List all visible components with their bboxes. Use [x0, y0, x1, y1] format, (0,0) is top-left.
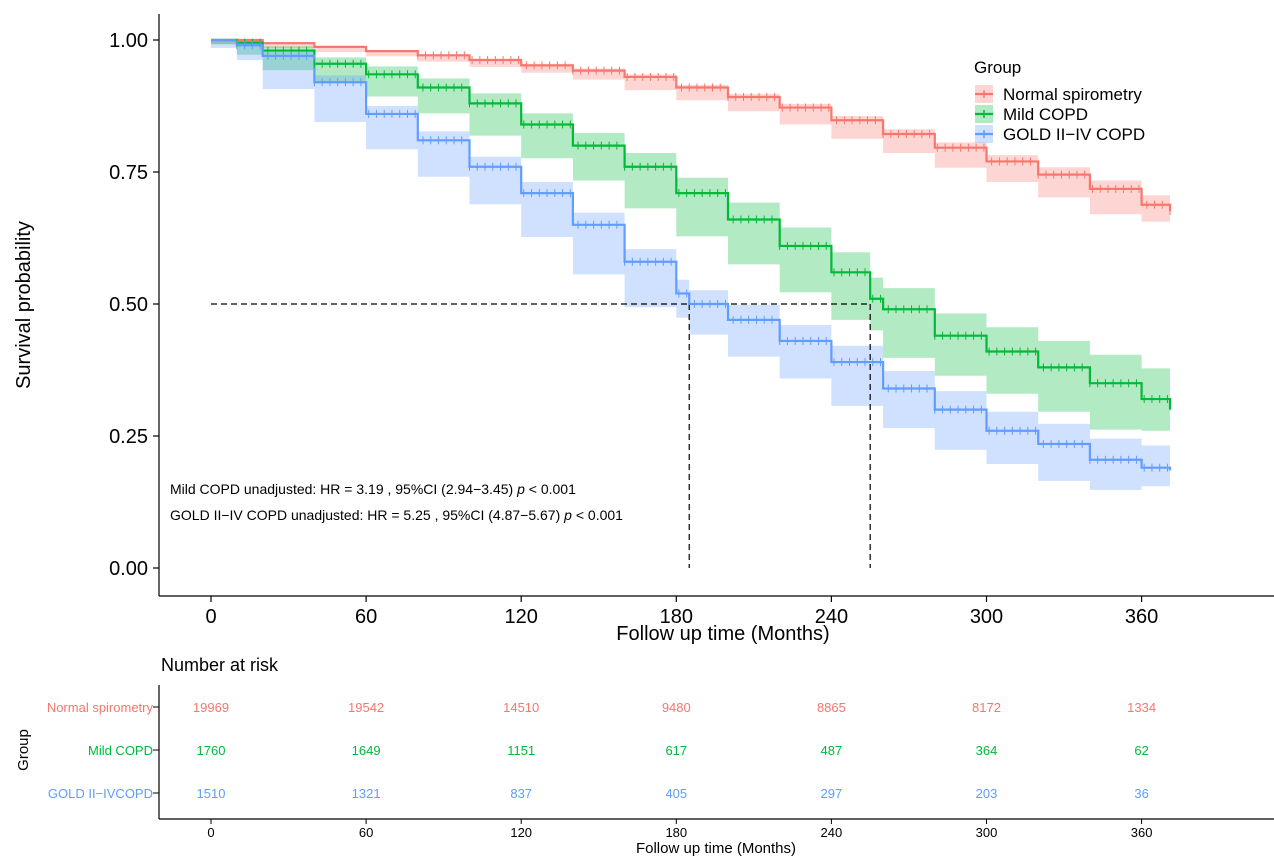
- risk-cell-value: 1334: [1127, 700, 1156, 715]
- gold-copd-survival-curve: [211, 38, 1172, 471]
- x-tick-label: 180: [660, 606, 693, 628]
- risk-cell-value: 297: [821, 786, 843, 801]
- x-axis-title: Follow up time (Months): [616, 623, 829, 645]
- annotation-text: GOLD II−IV COPD unadjusted: HR = 5.25 , …: [170, 507, 564, 523]
- legend-label: Normal spirometry: [1003, 85, 1142, 104]
- normal-spirometry-survival-curve: [211, 38, 1172, 212]
- mild-copd-survival-curve: [211, 38, 1172, 410]
- y-tick-label: 0.00: [109, 558, 148, 580]
- annotation-p-value: < 0.001: [572, 507, 623, 523]
- risk-table-title: Number at risk: [161, 655, 279, 675]
- risk-x-tick-label: 360: [1131, 825, 1153, 840]
- risk-cell-value: 1649: [352, 743, 381, 758]
- main-axes: 0.00 0.25 0.50 0.75 1.00 0 60 120 180 240 300 360: [109, 14, 1274, 628]
- main-plot: 0.00 0.25 0.50 0.75 1.00 0 60 120 180 240 300 360 S…: [13, 14, 1274, 645]
- x-tick-label: 120: [505, 606, 538, 628]
- risk-x-tick-label: 60: [359, 825, 373, 840]
- risk-table: Number at risk Group Follow up time (Mon…: [15, 655, 1274, 857]
- risk-cell-value: 9480: [662, 700, 691, 715]
- hazard-ratio-annotation: GOLD II−IV COPD unadjusted: HR = 5.25 , …: [170, 507, 623, 523]
- survival-curves: [211, 38, 1172, 471]
- annotation-text: Mild COPD unadjusted: HR = 3.19 , 95%CI …: [170, 481, 517, 497]
- annotation-p-symbol: p: [516, 481, 525, 497]
- annotation-p-symbol: p: [563, 507, 572, 523]
- risk-cell-value: 8172: [972, 700, 1001, 715]
- gold-copd-ci-band: [211, 40, 1171, 490]
- gold-copd-censor-ticks: [236, 41, 1168, 472]
- legend-label: GOLD II−IV COPD: [1003, 125, 1145, 144]
- risk-x-tick-label: 300: [976, 825, 998, 840]
- risk-cell-value: 14510: [503, 700, 539, 715]
- risk-cell-value: 364: [976, 743, 998, 758]
- risk-x-tick-label: 0: [207, 825, 214, 840]
- x-tick-label: 0: [205, 606, 216, 628]
- censor-marks: [236, 38, 1171, 472]
- risk-row-label: Normal spirometry: [47, 700, 154, 715]
- risk-row-label: GOLD II−IVCOPD: [48, 786, 153, 801]
- median-reference-lines: [211, 303, 871, 568]
- y-tick-label: 0.50: [109, 294, 148, 316]
- risk-cell-value: 487: [821, 743, 843, 758]
- risk-cell-value: 617: [665, 743, 687, 758]
- x-tick-label: 360: [1125, 606, 1158, 628]
- legend-title: Group: [974, 58, 1021, 77]
- hazard-ratio-annotations: Mild COPD unadjusted: HR = 3.19 , 95%CI …: [170, 481, 623, 523]
- risk-cell-value: 8865: [817, 700, 846, 715]
- risk-cell-value: 1151: [507, 743, 535, 758]
- risk-cell-value: 405: [665, 786, 687, 801]
- risk-x-axis-title: Follow up time (Months): [636, 840, 796, 857]
- risk-cell-value: 19542: [348, 700, 384, 715]
- risk-cell-value: 203: [976, 786, 998, 801]
- risk-x-tick-label: 180: [665, 825, 687, 840]
- hazard-ratio-annotation: Mild COPD unadjusted: HR = 3.19 , 95%CI …: [170, 481, 576, 497]
- x-tick-label: 240: [815, 606, 848, 628]
- x-tick-label: 300: [970, 606, 1003, 628]
- risk-cell-value: 1321: [352, 786, 381, 801]
- y-tick-label: 0.75: [109, 162, 148, 184]
- risk-y-axis-title: Group: [15, 729, 32, 771]
- y-tick-label: 1.00: [109, 30, 148, 52]
- risk-cell-value: 1760: [197, 743, 226, 758]
- legend-label: Mild COPD: [1003, 105, 1088, 124]
- risk-x-tick-label: 240: [821, 825, 843, 840]
- risk-cell-value: 837: [510, 786, 532, 801]
- annotation-p-value: < 0.001: [525, 481, 576, 497]
- confidence-bands: [211, 40, 1171, 490]
- y-tick-label: 0.25: [109, 426, 148, 448]
- normal-spirometry-censor-ticks: [417, 51, 1171, 216]
- risk-cell-value: 36: [1134, 786, 1148, 801]
- mild-copd-censor-ticks: [236, 38, 1168, 404]
- risk-table-cells: Normal spirometry 19969 19542 14510 9480 8865…: [47, 700, 1156, 840]
- y-axis-title: Survival probability: [13, 221, 35, 389]
- risk-cell-value: 1510: [197, 786, 226, 801]
- mild-copd-ci-band: [211, 40, 1171, 431]
- risk-cell-value: 62: [1134, 743, 1148, 758]
- risk-x-tick-label: 120: [510, 825, 532, 840]
- risk-row-label: Mild COPD: [88, 743, 153, 758]
- x-tick-label: 60: [355, 606, 377, 628]
- risk-cell-value: 19969: [193, 700, 229, 715]
